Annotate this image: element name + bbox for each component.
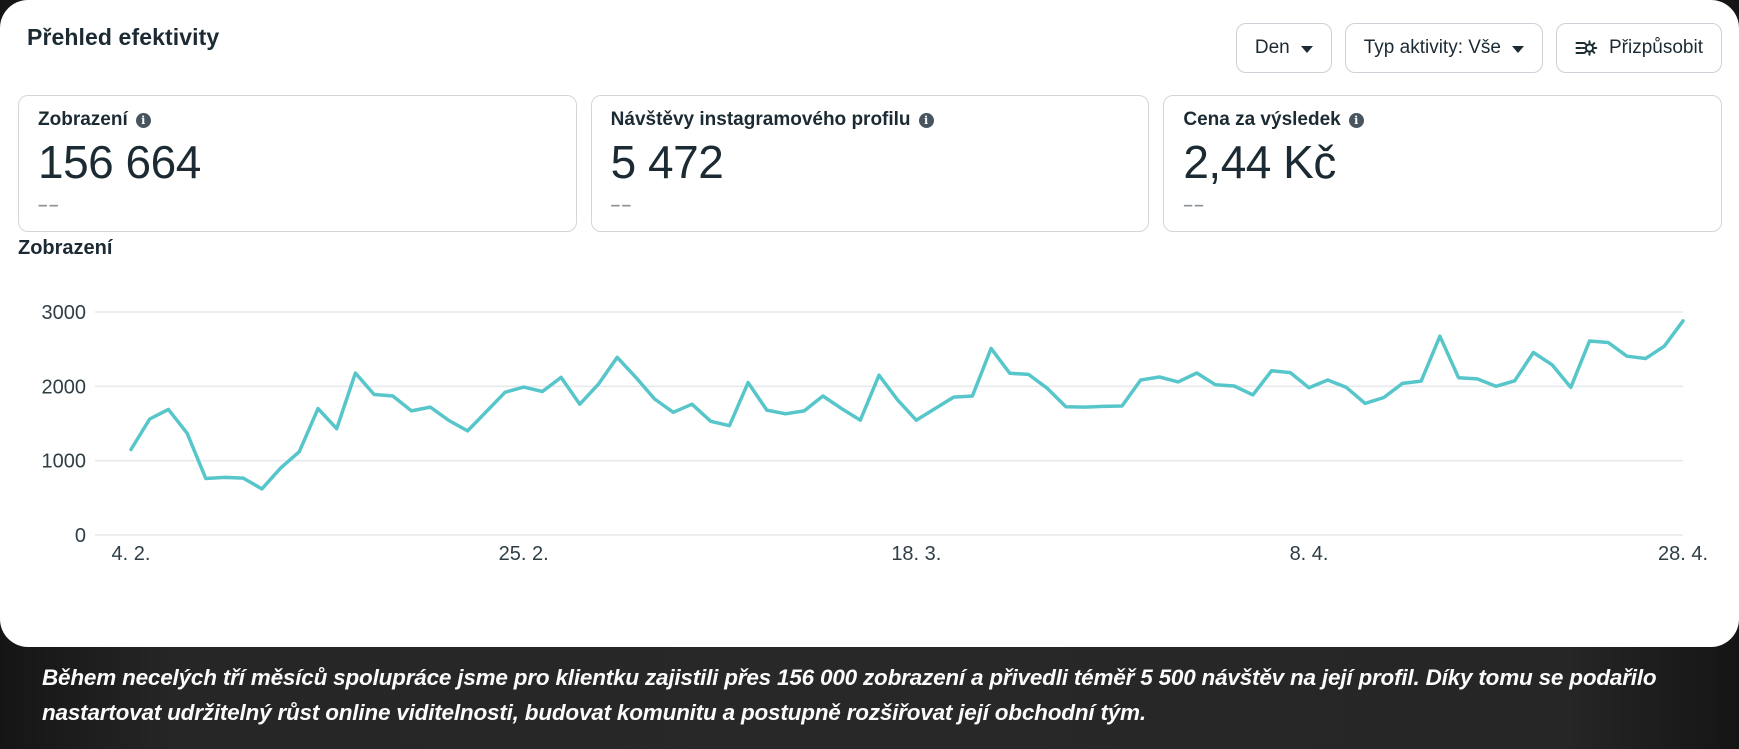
metric-value: 2,44 Kč [1183, 136, 1336, 188]
y-tick-label: 3000 [42, 302, 87, 324]
metric-card-cost-per-result[interactable]: Cena za výsledek 2,44 Kč –– [1163, 95, 1723, 232]
x-tick-label: 18. 3. [891, 543, 941, 565]
activity-type-label: Typ aktivity: Vše [1363, 37, 1501, 58]
chart-title: Zobrazení [18, 237, 113, 259]
y-tick-label: 2000 [42, 376, 87, 398]
x-tick-label: 25. 2. [499, 543, 549, 565]
info-icon[interactable] [1348, 112, 1364, 128]
customize-sliders-gear-icon [1575, 40, 1598, 56]
summary-quote: Během necelých tří měsíců spolupráce jsm… [42, 660, 1709, 730]
y-tick-label: 1000 [42, 451, 87, 473]
summary-quote-line-1: Během necelých tří měsíců spolupráce jsm… [42, 665, 1657, 690]
impressions-line-chart[interactable]: 0 1000 2000 3000 4. 2. 25. 2. 18. 3. 8. 4. 28. 4… [0, 262, 1739, 572]
metric-comparison-placeholder: –– [610, 195, 633, 215]
x-tick-label: 8. 4. [1290, 543, 1329, 565]
trend-line [129, 319, 1685, 491]
metric-comparison-placeholder: –– [1183, 195, 1206, 215]
y-tick-label: 0 [75, 525, 86, 547]
page-title: Přehled efektivity [27, 24, 220, 50]
performance-overview-panel: Přehled efektivity Den Typ aktivity: Vše [0, 0, 1739, 647]
metric-label: Zobrazení [38, 109, 128, 130]
metric-card-impressions[interactable]: Zobrazení 156 664 –– [18, 95, 577, 232]
x-tick-label: 28. 4. [1658, 543, 1708, 565]
metric-label: Návštěvy instagramového profilu [610, 109, 911, 130]
time-breakdown-dropdown[interactable]: Den [1235, 23, 1332, 73]
metric-card-profile-visits[interactable]: Návštěvy instagramového profilu 5 472 –– [590, 95, 1150, 232]
info-icon[interactable] [135, 112, 151, 128]
metric-label: Cena za výsledek [1183, 109, 1341, 130]
activity-type-dropdown[interactable]: Typ aktivity: Vše [1344, 23, 1543, 73]
customize-button[interactable]: Přizpůsobit [1556, 23, 1722, 73]
info-icon[interactable] [918, 112, 934, 128]
metric-comparison-placeholder: –– [38, 195, 60, 215]
metrics-row: Zobrazení 156 664 –– Návštěvy instagramo… [18, 95, 1723, 232]
time-breakdown-label: Den [1254, 37, 1290, 58]
chevron-down-icon [1512, 45, 1524, 53]
chevron-down-icon [1300, 45, 1313, 53]
customize-label: Přizpůsobit [1609, 37, 1703, 58]
report-controls: Den Typ aktivity: Vše [1235, 23, 1722, 73]
metric-value: 5 472 [610, 136, 724, 188]
summary-quote-line-2: nastartovat udržitelný růst online vidit… [42, 700, 1146, 725]
metric-value: 156 664 [38, 136, 201, 188]
x-tick-label: 4. 2. [112, 543, 151, 565]
